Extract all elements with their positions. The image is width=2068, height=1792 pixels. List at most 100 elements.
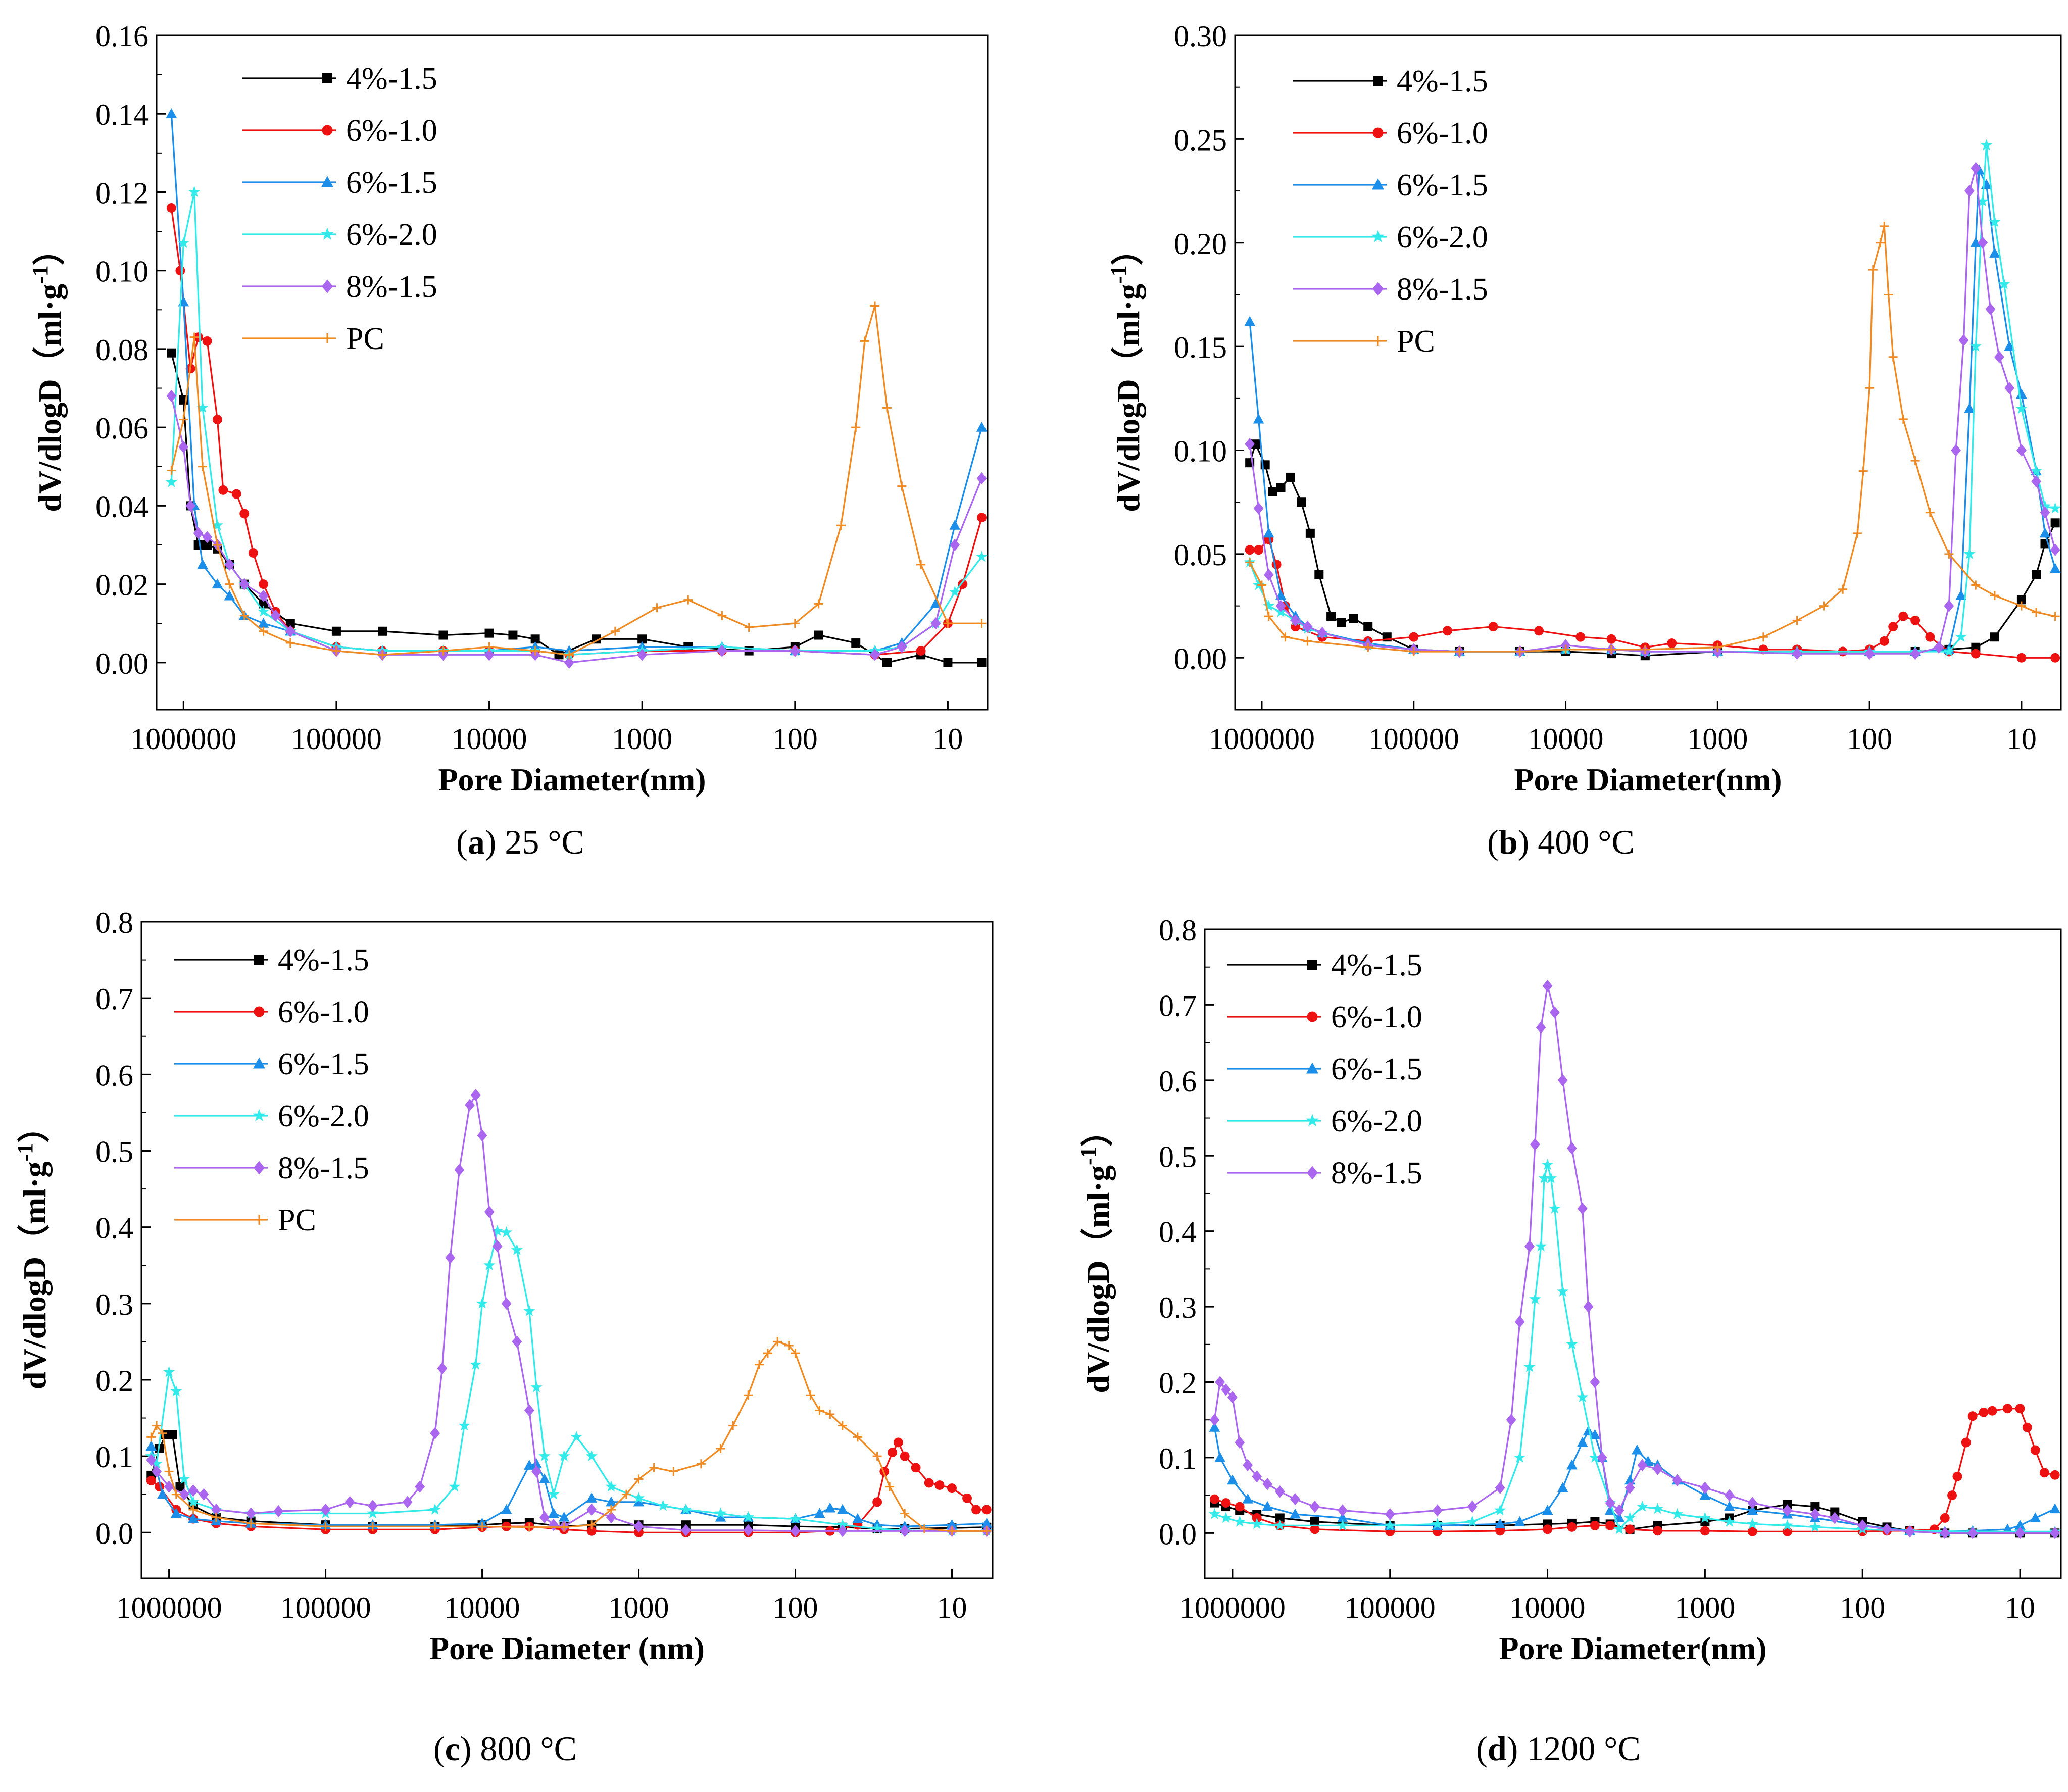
data-point <box>2002 1404 2012 1414</box>
data-point <box>1944 549 1954 559</box>
data-point <box>2039 500 2051 512</box>
data-point <box>1384 1519 1396 1531</box>
data-point <box>943 619 953 628</box>
data-point <box>415 1480 425 1493</box>
data-point <box>2049 563 2061 573</box>
y-tick-label: 0.1 <box>95 1440 133 1474</box>
data-point <box>1506 1414 1516 1426</box>
data-point <box>1989 247 2000 258</box>
data-point <box>1699 1512 1711 1523</box>
data-point <box>1561 644 1570 654</box>
data-point <box>218 485 228 495</box>
data-point <box>837 1504 848 1514</box>
data-point <box>1583 1300 1594 1313</box>
data-point <box>538 1450 551 1461</box>
data-point <box>1940 1527 1950 1539</box>
data-point <box>949 519 961 530</box>
x-axis-label: Pore Diameter(nm) <box>1499 1630 1766 1666</box>
data-point <box>872 1497 882 1507</box>
data-point <box>2049 1503 2061 1514</box>
legend-label: 6%-1.5 <box>278 1047 369 1081</box>
x-tick-label: 10 <box>932 722 963 756</box>
legend-label: 8%-1.5 <box>346 270 437 304</box>
data-point <box>511 1243 523 1255</box>
data-point <box>368 1522 377 1531</box>
data-point <box>1865 383 1875 393</box>
data-point <box>1605 1497 1615 1509</box>
data-point <box>484 628 494 638</box>
data-point <box>1543 1524 1553 1534</box>
data-point <box>189 332 199 342</box>
data-point <box>715 1511 726 1522</box>
data-point <box>958 579 968 589</box>
data-point <box>1947 1490 1957 1501</box>
data-point <box>1385 1508 1395 1521</box>
data-point <box>1494 1504 1506 1516</box>
data-point <box>1514 1516 1525 1526</box>
legend-marker <box>1373 336 1383 346</box>
data-point <box>212 578 223 589</box>
data-point <box>1566 1338 1578 1350</box>
data-point <box>530 646 540 656</box>
data-point <box>1724 1501 1735 1511</box>
data-point <box>564 650 574 660</box>
data-point <box>1557 1074 1568 1086</box>
data-point <box>187 1496 200 1507</box>
y-tick-label: 0.10 <box>1174 435 1227 468</box>
data-point <box>1275 600 1286 612</box>
data-point <box>1888 352 1898 362</box>
data-point <box>1243 1459 1253 1472</box>
data-point <box>163 1366 175 1377</box>
data-point <box>1700 1526 1710 1536</box>
data-point <box>1969 340 1982 352</box>
data-point <box>1549 1006 1560 1019</box>
data-point <box>1257 580 1266 590</box>
data-point <box>943 658 953 667</box>
panel-caption: (a) 25 °C <box>456 823 584 861</box>
data-point <box>438 630 448 640</box>
data-point <box>717 644 727 657</box>
data-point <box>1652 1463 1663 1475</box>
legend-marker <box>322 279 333 293</box>
y-tick-label: 0.16 <box>95 20 149 53</box>
data-point <box>211 1513 221 1522</box>
data-point <box>199 1488 209 1501</box>
data-point <box>1998 278 2010 289</box>
data-point <box>231 489 241 499</box>
y-axis-label: dV/dlogD（ml·g-1） <box>28 233 68 512</box>
data-point <box>1782 1526 1792 1536</box>
data-point <box>145 1440 157 1451</box>
data-point <box>1337 1512 1348 1523</box>
data-point <box>437 1362 448 1375</box>
data-point <box>1310 1517 1319 1526</box>
data-point <box>1888 622 1898 632</box>
data-point <box>151 1458 163 1469</box>
data-point <box>152 1465 162 1478</box>
y-tick-label: 0.1 <box>1159 1442 1197 1475</box>
data-point <box>1884 290 1893 300</box>
data-point <box>445 1251 456 1264</box>
data-point <box>1624 1481 1635 1494</box>
data-point <box>851 423 861 432</box>
data-point <box>157 1488 168 1499</box>
data-point <box>1747 1526 1757 1536</box>
data-point <box>273 1505 284 1518</box>
data-point <box>1317 626 1327 639</box>
y-tick-label: 0.04 <box>95 490 149 523</box>
data-point <box>146 1432 156 1442</box>
data-point <box>897 481 907 491</box>
data-point <box>1810 1508 1820 1521</box>
y-tick-label: 0.00 <box>1174 642 1227 675</box>
data-point <box>852 1513 863 1523</box>
y-tick-label: 0.20 <box>1174 227 1227 261</box>
panel-caption: (b) 400 °C <box>1487 823 1635 861</box>
data-point <box>188 186 201 197</box>
legend-label: 8%-1.5 <box>278 1151 369 1185</box>
data-point <box>258 617 269 628</box>
legend-label: 6%-1.0 <box>1331 1000 1422 1034</box>
legend-marker <box>1373 76 1383 86</box>
data-point <box>539 1511 550 1524</box>
data-point <box>1575 632 1586 642</box>
data-point <box>152 1421 162 1430</box>
x-tick-label: 10000 <box>452 722 527 756</box>
